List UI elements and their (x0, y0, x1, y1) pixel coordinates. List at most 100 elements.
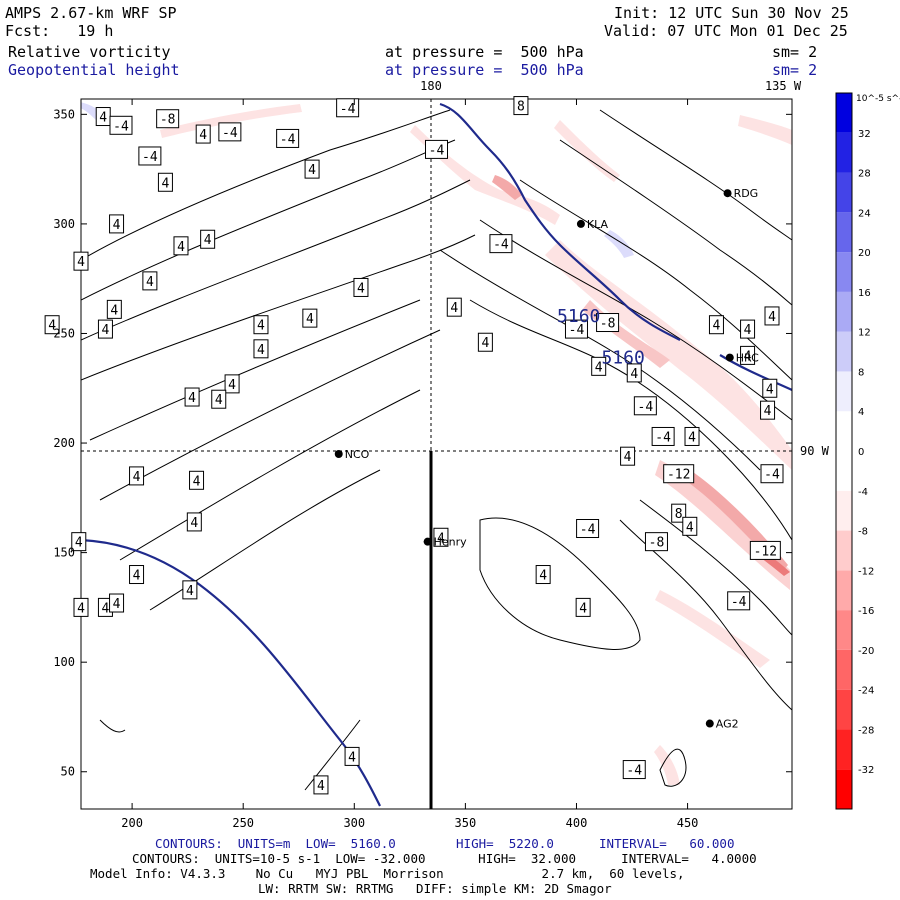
contour-label: -8 (596, 313, 620, 333)
station-label: KLA (587, 218, 609, 231)
svg-text:4: 4 (215, 393, 223, 408)
svg-text:4: 4 (348, 750, 356, 765)
contour-label: 4 (157, 172, 173, 192)
svg-text:-8: -8 (160, 113, 176, 128)
field1-level: at pressure = 500 hPa (385, 43, 584, 61)
contour-label: 4 (142, 271, 158, 291)
contour-label: 4 (740, 319, 756, 339)
svg-text:4: 4 (450, 301, 458, 316)
contour-label: -4 (622, 760, 646, 780)
svg-text:-4: -4 (626, 764, 642, 779)
station-label: HRC (736, 352, 759, 365)
geopotential-height-lines (81, 102, 792, 807)
y-tick-label: 350 (53, 107, 75, 121)
contour-label: 4 (109, 593, 125, 613)
svg-text:4: 4 (75, 536, 83, 551)
y-tick-label: 50 (61, 765, 75, 779)
svg-text:4: 4 (257, 319, 265, 334)
contour-label: 4 (760, 400, 776, 420)
colorbar-bin (836, 570, 852, 611)
model-info: Model Info: V4.3.3 No Cu MYJ PBL Morriso… (90, 866, 685, 881)
svg-text:4: 4 (102, 323, 110, 338)
contour-label: -12 (663, 464, 695, 484)
contour-label: 4 (684, 426, 700, 446)
svg-text:4: 4 (481, 336, 489, 351)
contour-label: 4 (73, 597, 89, 617)
colorbar-bin (836, 371, 852, 412)
crosshair-lines (81, 99, 792, 809)
colorbar-tick-label: -24 (858, 686, 874, 697)
svg-text:4: 4 (624, 450, 632, 465)
y-tick-label: 150 (53, 546, 75, 560)
colorbar-tick-label: 32 (858, 129, 871, 140)
contour-label: 4 (182, 580, 198, 600)
contour-label: 4 (353, 277, 369, 297)
contour-label: 4 (200, 229, 216, 249)
colorbar-bin (836, 769, 852, 809)
svg-text:-4: -4 (731, 595, 747, 610)
contour-label: 4 (224, 374, 240, 394)
x-tick-label: 300 (343, 816, 365, 830)
colorbar-tick-label: -4 (858, 487, 868, 498)
contour-label: -4 (138, 146, 162, 166)
station-marker (334, 450, 343, 458)
field2-smoothing: sm= 2 (772, 61, 818, 79)
svg-text:4: 4 (133, 470, 141, 485)
svg-text:4: 4 (257, 343, 265, 358)
contour-label: 4 (129, 565, 145, 585)
contour-label: -4 (336, 98, 360, 118)
contour-label: -4 (760, 464, 784, 484)
valid-time: Valid: 07 UTC Mon 01 Dec 25 (604, 22, 848, 40)
contour-label: -4 (651, 426, 675, 446)
contour-label: 4 (195, 124, 211, 144)
colorbar-tick-label: -8 (858, 527, 868, 538)
svg-text:-4: -4 (569, 323, 585, 338)
svg-text:-4: -4 (222, 126, 238, 141)
svg-text:-4: -4 (142, 150, 158, 165)
colorbar-bin (836, 649, 852, 690)
init-time: Init: 12 UTC Sun 30 Nov 25 (614, 4, 849, 22)
field2-name: Geopotential height (8, 61, 180, 79)
contour-label: 4 (129, 466, 145, 486)
svg-text:-4: -4 (340, 102, 356, 117)
contour-label: -8 (156, 109, 180, 129)
svg-text:-4: -4 (580, 523, 596, 538)
contour-label: 4 (173, 236, 189, 256)
contour-label: 4 (620, 446, 636, 466)
field1-name: Relative vorticity (8, 43, 171, 61)
lat-label-90w: 90 W (800, 444, 830, 458)
field2-level: at pressure = 500 hPa (385, 61, 584, 79)
colorbar-tick-label: -12 (858, 566, 874, 577)
contour-label: 4 (211, 389, 227, 409)
colorbar-tick-label: 16 (858, 288, 871, 299)
svg-text:4: 4 (199, 128, 207, 143)
station-label: RDG (734, 187, 759, 200)
svg-text:-4: -4 (638, 400, 654, 415)
svg-text:4: 4 (162, 176, 170, 191)
station-marker (725, 353, 734, 362)
svg-text:-4: -4 (280, 132, 296, 147)
colorbar-bin (836, 93, 852, 133)
contour-label: 4 (73, 251, 89, 271)
svg-text:4: 4 (204, 233, 212, 248)
contour-label: 4 (106, 299, 122, 319)
colorbar-bin (836, 411, 852, 451)
colorbar-bin (836, 132, 852, 173)
svg-text:4: 4 (686, 520, 694, 535)
contour-label: -4 (633, 396, 657, 416)
contour-label: 4 (708, 315, 724, 335)
colorbar: 32 28 24 20 16 12 8 4 0 -4 -8 -12 -16 -20 -24 -28 -32 10^… (835, 92, 900, 810)
model-title: AMPS 2.67-km WRF SP (5, 4, 177, 22)
colorbar-tick-label: 0 (858, 447, 864, 458)
x-tick-label: 450 (677, 816, 699, 830)
x-tick-label: 350 (455, 816, 477, 830)
contour-label: 4 (535, 565, 551, 585)
contour-label: 8 (513, 96, 529, 116)
svg-text:4: 4 (102, 601, 110, 616)
contour-label: 4 (44, 315, 60, 335)
contour-label: 4 (477, 332, 493, 352)
colorbar-bin (836, 291, 852, 332)
svg-text:4: 4 (110, 303, 118, 318)
vorticity-contours (81, 109, 792, 791)
